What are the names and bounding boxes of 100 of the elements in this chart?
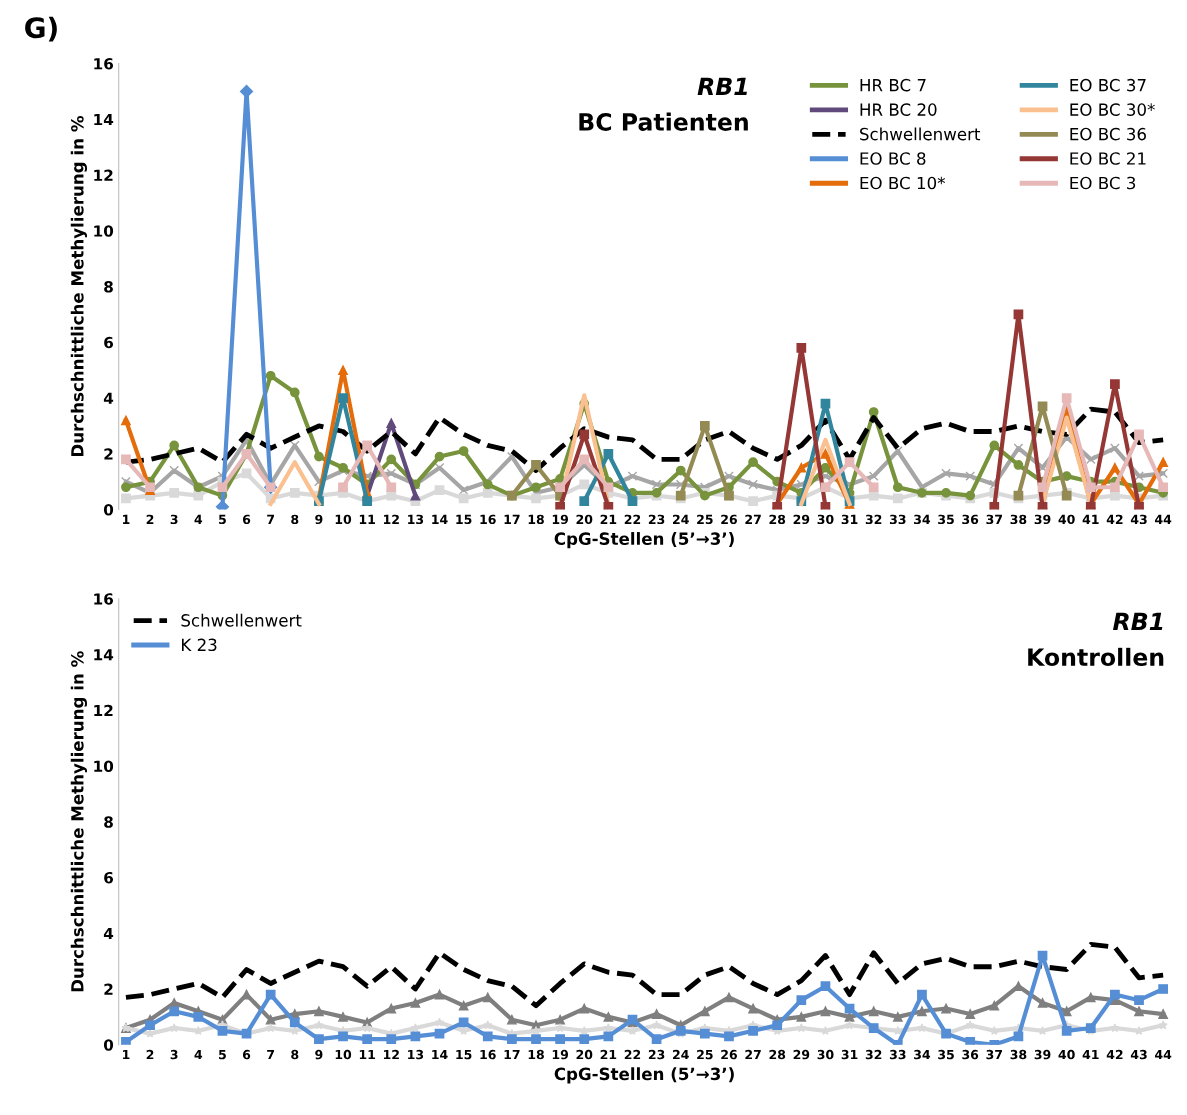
- x-tick-label: 14: [432, 514, 448, 524]
- x-tick-label: 6: [242, 1049, 251, 1060]
- x-tick-label: 37: [986, 514, 1002, 525]
- x-tick-label: 30: [817, 514, 834, 525]
- y-tick-label: 12: [94, 169, 113, 181]
- x-tick-label: 9: [315, 514, 323, 525]
- y-tick-label: 10: [94, 225, 114, 237]
- x-tick-label: 35: [938, 1049, 954, 1060]
- x-tick-label: 4: [194, 514, 203, 524]
- x-tick-label: 20: [576, 514, 593, 525]
- x-tick-label: 31: [841, 514, 858, 525]
- x-tick-label: 13: [408, 1049, 424, 1060]
- x-tick-label: 35: [938, 514, 954, 525]
- x-tick-label: 44: [1155, 1050, 1172, 1060]
- x-tick-label: 42: [1106, 1049, 1123, 1060]
- x-tick-label: 36: [962, 514, 979, 525]
- x-tick-label: 6: [242, 514, 251, 525]
- y-axis-title: Durchschnittliche Methylierung in %: [70, 651, 88, 992]
- x-tick-label: 9: [315, 1049, 323, 1060]
- x-tick-label: 34: [914, 1049, 931, 1060]
- y-tick-label: 0: [103, 504, 114, 516]
- y-tick-label: 14: [94, 113, 114, 126]
- x-tick-label: 34: [914, 514, 931, 525]
- y-tick-label: 4: [103, 927, 114, 940]
- x-tick-label: 24: [673, 1049, 689, 1060]
- x-tick-label: 26: [721, 514, 737, 525]
- x-tick-label: 18: [528, 514, 544, 525]
- x-tick-label: 21: [600, 1049, 617, 1060]
- x-tick-label: 5: [219, 514, 226, 525]
- x-tick-label: 38: [1010, 514, 1027, 525]
- y-tick-label: 8: [104, 816, 113, 828]
- x-axis-title: CpG-Stellen (5’→3’): [554, 1067, 734, 1084]
- x-tick-label: 1: [123, 514, 130, 524]
- x-tick-label: 29: [793, 514, 810, 525]
- x-tick-label: 41: [1082, 514, 1099, 524]
- x-tick-label: 2: [146, 514, 154, 524]
- x-tick-label: 22: [624, 1049, 641, 1060]
- text: BC Patienten: [579, 112, 748, 131]
- x-tick-label: 44: [1155, 514, 1172, 524]
- legend-label: EO BC 30*: [1070, 103, 1155, 116]
- y-tick-label: 12: [94, 704, 113, 717]
- legend-label: EO BC 36: [1070, 127, 1146, 141]
- y-tick-label: 4: [103, 392, 114, 404]
- legend-label: EO BC 21: [1070, 152, 1146, 165]
- y-tick-label: 0: [103, 1039, 114, 1051]
- legend-label: HR BC 7: [860, 78, 926, 92]
- x-tick-label: 26: [721, 1049, 737, 1060]
- legend-label: K 23: [182, 638, 217, 652]
- y-tick-label: 6: [104, 871, 114, 884]
- x-tick-label: 39: [1034, 514, 1051, 525]
- legend-label: EO BC 10*: [860, 176, 946, 190]
- x-tick-label: 38: [1010, 1049, 1027, 1060]
- legend-label: Schwellenwert: [181, 613, 302, 627]
- x-tick-label: 32: [865, 514, 882, 525]
- x-tick-label: 39: [1034, 1049, 1051, 1060]
- x-tick-label: 10: [335, 1049, 352, 1060]
- legend-label: EO BC 3: [1070, 176, 1136, 190]
- x-tick-label: 29: [793, 1049, 810, 1060]
- chart-title: RB1: [1113, 612, 1163, 631]
- y-tick-label: 2: [104, 983, 113, 995]
- x-tick-label: 11: [359, 514, 375, 524]
- x-tick-label: 28: [769, 1049, 786, 1060]
- legend-label: EO BC 8: [860, 152, 926, 165]
- x-tick-label: 19: [552, 1049, 569, 1060]
- x-tick-label: 23: [648, 1049, 665, 1060]
- x-tick-label: 8: [291, 1049, 299, 1060]
- x-tick-label: 33: [889, 514, 906, 525]
- y-tick-label: 6: [104, 336, 114, 349]
- x-tick-label: 5: [219, 1050, 226, 1060]
- x-tick-label: 16: [480, 514, 496, 525]
- x-tick-label: 22: [624, 514, 641, 524]
- legend-label: HR BC 20: [860, 103, 937, 116]
- text: G): [25, 16, 57, 42]
- x-tick-label: 1: [123, 1050, 130, 1060]
- chart-title: RB1: [697, 77, 747, 95]
- x-tick-label: 40: [1058, 514, 1075, 525]
- x-tick-label: 4: [194, 1050, 203, 1060]
- x-tick-label: 15: [456, 514, 472, 525]
- x-tick-label: 27: [745, 1049, 761, 1060]
- x-tick-label: 37: [986, 1049, 1002, 1060]
- x-tick-label: 41: [1082, 1050, 1099, 1060]
- y-tick-label: 10: [94, 760, 114, 773]
- y-tick-label: 16: [94, 593, 114, 605]
- x-axis-title: CpG-Stellen (5’→3’): [554, 532, 734, 549]
- x-tick-label: 24: [673, 514, 689, 524]
- x-tick-label: 42: [1106, 514, 1123, 524]
- x-tick-label: 7: [267, 514, 275, 524]
- x-tick-label: 43: [1130, 1049, 1147, 1060]
- x-tick-label: 23: [648, 514, 665, 525]
- y-tick-label: 14: [94, 649, 114, 661]
- x-tick-label: 40: [1058, 1049, 1075, 1060]
- x-tick-label: 36: [962, 1049, 979, 1060]
- x-tick-label: 16: [480, 1049, 496, 1060]
- x-tick-label: 14: [432, 1050, 448, 1060]
- y-tick-label: 2: [104, 448, 113, 460]
- x-tick-label: 20: [576, 1049, 593, 1060]
- x-tick-label: 10: [335, 514, 352, 525]
- legend-label: EO BC 37: [1070, 78, 1146, 92]
- x-tick-label: 13: [408, 514, 424, 525]
- x-tick-label: 43: [1130, 514, 1147, 525]
